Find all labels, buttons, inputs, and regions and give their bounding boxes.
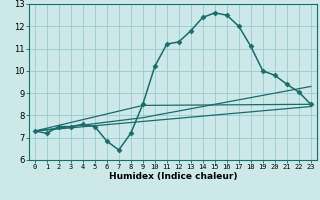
X-axis label: Humidex (Indice chaleur): Humidex (Indice chaleur) [108, 172, 237, 181]
